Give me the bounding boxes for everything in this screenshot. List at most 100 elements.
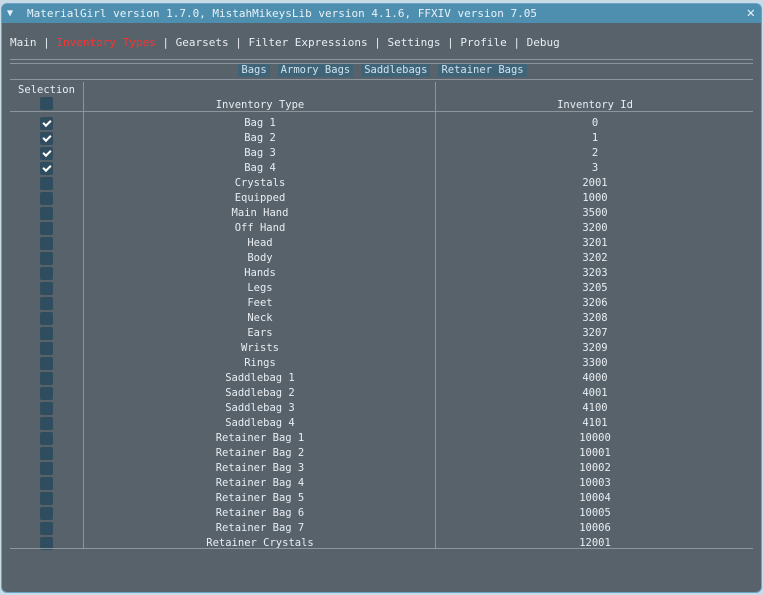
plugin-window: ▼ MaterialGirl version 1.7.0, MistahMike… <box>1 3 762 593</box>
inventory-type-cell: Body <box>247 252 273 264</box>
inventory-type-cell: Head <box>247 237 273 249</box>
row-checkbox[interactable] <box>40 491 53 505</box>
table-row: Feet 3206 <box>10 296 753 311</box>
divider <box>10 63 753 64</box>
inventory-type-cell: Equipped <box>234 192 286 204</box>
inventory-type-cell: Neck <box>247 312 273 324</box>
row-checkbox[interactable] <box>40 506 53 520</box>
inventory-type-cell: Retainer Bag 2 <box>215 447 305 459</box>
inventory-id-cell: 3202 <box>582 252 608 264</box>
row-checkbox[interactable] <box>40 401 53 415</box>
inventory-id-cell: 3201 <box>582 237 608 249</box>
inventory-type-cell: Bag 1 <box>244 117 276 129</box>
row-checkbox[interactable] <box>40 461 53 475</box>
menu-separator: | <box>367 36 388 49</box>
inventory-id-cell: 3209 <box>582 342 608 354</box>
inventory-id-cell: 10004 <box>579 492 611 504</box>
menu-item-main[interactable]: Main <box>10 36 37 49</box>
row-checkbox[interactable] <box>40 146 53 160</box>
table-row: Equipped 1000 <box>10 191 753 206</box>
table-row: Bag 4 3 <box>10 161 753 176</box>
table-row: Retainer Bag 6 10005 <box>10 506 753 521</box>
collapse-triangle-icon[interactable]: ▼ <box>7 8 14 19</box>
row-checkbox[interactable] <box>40 281 53 295</box>
menu-item-debug[interactable]: Debug <box>526 36 560 49</box>
inventory-type-cell: Retainer Bag 5 <box>215 492 305 504</box>
inventory-id-cell: 3203 <box>582 267 608 279</box>
row-checkbox[interactable] <box>40 416 53 430</box>
inventory-id-cell: 2001 <box>582 177 608 189</box>
menu-separator: | <box>155 36 176 49</box>
menu-item-inventory-types[interactable]: Inventory Types <box>56 36 156 49</box>
table-row: Bag 3 2 <box>10 146 753 161</box>
inventory-type-cell: Ears <box>247 327 273 339</box>
row-checkbox[interactable] <box>40 386 53 400</box>
inventory-type-cell: Saddlebag 2 <box>225 387 295 399</box>
column-divider <box>435 82 436 548</box>
menu-separator: | <box>440 36 461 49</box>
inventory-type-cell: Bag 2 <box>244 132 276 144</box>
row-checkbox[interactable] <box>40 341 53 355</box>
row-checkbox[interactable] <box>40 311 53 325</box>
subtab-armory-bags[interactable]: Armory Bags <box>277 64 354 77</box>
inventory-id-cell: 4000 <box>582 372 608 384</box>
row-checkbox[interactable] <box>40 446 53 460</box>
inventory-type-cell: Retainer Crystals <box>206 537 314 549</box>
row-checkbox[interactable] <box>40 251 53 265</box>
table-row: Retainer Bag 4 10003 <box>10 476 753 491</box>
row-checkbox[interactable] <box>40 206 53 220</box>
menu-separator: | <box>36 36 57 49</box>
column-divider <box>83 82 84 548</box>
row-checkbox[interactable] <box>40 476 53 490</box>
row-checkbox[interactable] <box>40 266 53 280</box>
menu-item-profile[interactable]: Profile <box>460 36 507 49</box>
inventory-id-cell: 12001 <box>579 537 611 549</box>
table-row: Head 3201 <box>10 236 753 251</box>
table-header: Selection Inventory Type Inventory Id <box>10 82 753 112</box>
row-checkbox[interactable] <box>40 431 53 445</box>
row-checkbox[interactable] <box>40 176 53 190</box>
menu-separator: | <box>506 36 527 49</box>
inventory-type-cell: Saddlebag 4 <box>225 417 295 429</box>
table-row: Saddlebag 1 4000 <box>10 371 753 386</box>
row-checkbox[interactable] <box>40 131 53 145</box>
table-row: Retainer Bag 7 10006 <box>10 521 753 536</box>
subtab-saddlebags[interactable]: Saddlebags <box>361 64 431 77</box>
table-row: Saddlebag 4 4101 <box>10 416 753 431</box>
row-checkbox[interactable] <box>40 116 53 130</box>
subtab-retainer-bags[interactable]: Retainer Bags <box>438 64 527 77</box>
menu-item-filter-expressions[interactable]: Filter Expressions <box>248 36 368 49</box>
header-inventory-id[interactable]: Inventory Id <box>557 99 633 111</box>
row-checkbox[interactable] <box>40 161 53 175</box>
row-checkbox[interactable] <box>40 521 53 535</box>
header-inventory-type[interactable]: Inventory Type <box>215 99 305 111</box>
table-row: Wrists 3209 <box>10 341 753 356</box>
row-checkbox[interactable] <box>40 326 53 340</box>
row-checkbox[interactable] <box>40 236 53 250</box>
inventory-id-cell: 4100 <box>582 402 608 414</box>
subtab-bags[interactable]: Bags <box>238 64 270 77</box>
divider <box>10 548 753 549</box>
row-checkbox[interactable] <box>40 221 53 235</box>
row-checkbox[interactable] <box>40 371 53 385</box>
row-checkbox[interactable] <box>40 296 53 310</box>
row-checkbox[interactable] <box>40 191 53 205</box>
select-all-checkbox[interactable] <box>40 97 53 110</box>
inventory-type-cell: Off Hand <box>234 222 286 234</box>
inventory-id-cell: 3200 <box>582 222 608 234</box>
inventory-type-cell: Rings <box>244 357 276 369</box>
inventory-type-cell: Feet <box>247 297 273 309</box>
inventory-table: Bag 1 0 Bag 2 1 Bag 3 2 Bag 4 3 Crystals… <box>10 116 753 551</box>
row-checkbox[interactable] <box>40 356 53 370</box>
table-row: Neck 3208 <box>10 311 753 326</box>
row-checkbox[interactable] <box>40 536 53 550</box>
table-row: Retainer Crystals 12001 <box>10 536 753 551</box>
inventory-type-cell: Retainer Bag 3 <box>215 462 305 474</box>
title-bar[interactable]: ▼ MaterialGirl version 1.7.0, MistahMike… <box>2 4 761 23</box>
inventory-id-cell: 4101 <box>582 417 608 429</box>
menu-separator: | <box>228 36 249 49</box>
inventory-type-cell: Retainer Bag 6 <box>215 507 305 519</box>
menu-item-settings[interactable]: Settings <box>387 36 441 49</box>
close-icon[interactable]: ✕ <box>746 5 755 21</box>
menu-item-gearsets[interactable]: Gearsets <box>175 36 229 49</box>
